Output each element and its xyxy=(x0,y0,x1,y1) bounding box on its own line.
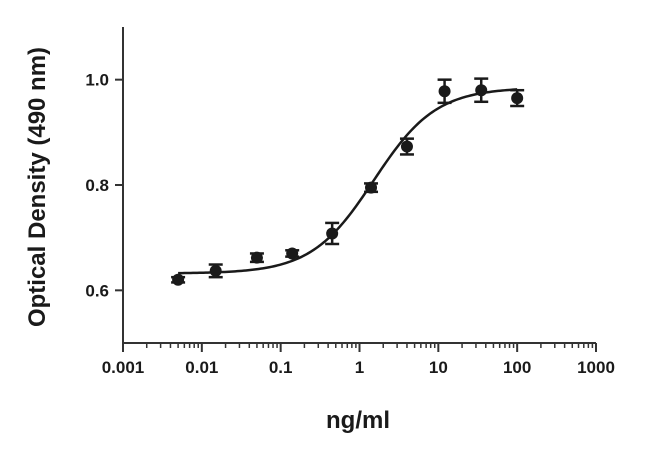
x-tick-label: 1000 xyxy=(577,358,615,377)
x-tick-label: 1 xyxy=(355,358,364,377)
data-point xyxy=(364,181,379,194)
x-tick-label: 100 xyxy=(503,358,531,377)
data-point xyxy=(474,77,489,104)
x-tick-label: 0.1 xyxy=(269,358,293,377)
data-points xyxy=(171,77,525,286)
point-marker xyxy=(511,92,524,105)
point-marker xyxy=(172,273,185,286)
point-marker xyxy=(400,140,413,153)
data-point xyxy=(399,137,414,156)
data-point xyxy=(249,251,264,264)
data-point xyxy=(325,221,340,246)
fit-curve xyxy=(178,88,518,275)
point-marker xyxy=(365,181,378,194)
point-marker xyxy=(209,264,222,277)
x-tick-label: 0.01 xyxy=(185,358,218,377)
data-point xyxy=(208,263,223,279)
point-marker xyxy=(475,84,488,97)
x-axis-title: ng/ml xyxy=(326,407,390,434)
y-tick-label: 1.0 xyxy=(85,71,109,90)
point-marker xyxy=(250,251,263,264)
y-tick-label: 0.8 xyxy=(85,176,109,195)
data-point xyxy=(510,88,525,108)
y-ticks: 0.6 0.8 1.0 xyxy=(85,71,123,300)
x-ticks: 0.001 0.01 0.1 1 10 100 1000 xyxy=(102,343,615,377)
point-marker xyxy=(286,247,299,260)
x-tick-label: 0.001 xyxy=(102,358,145,377)
point-marker xyxy=(438,85,451,98)
y-axis-title: Optical Density (490 nm) xyxy=(24,47,51,327)
data-point xyxy=(171,273,186,286)
data-point xyxy=(285,247,300,260)
point-marker xyxy=(326,227,339,240)
x-tick-label: 10 xyxy=(429,358,448,377)
data-point xyxy=(437,78,452,105)
y-tick-label: 0.6 xyxy=(85,281,109,300)
